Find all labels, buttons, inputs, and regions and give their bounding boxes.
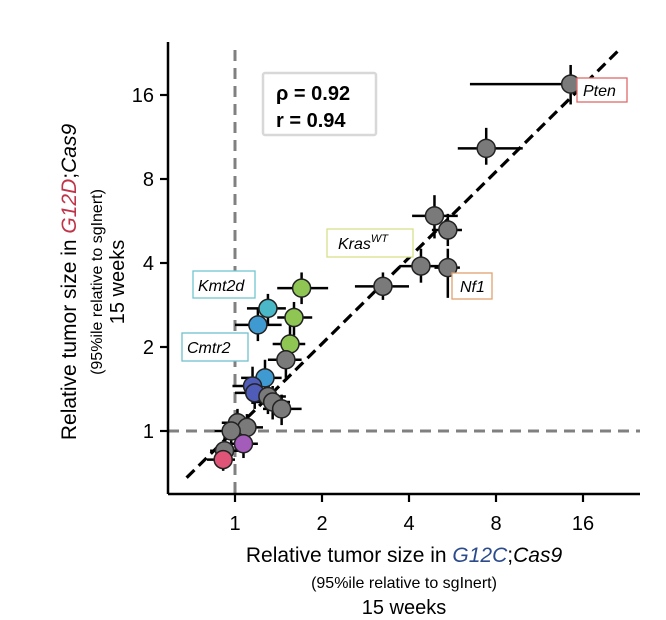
x-ticks: 1 2 4 8 16 — [229, 494, 594, 535]
annotation-nf1-text: Nf1 — [460, 279, 485, 296]
annotation-cmtr2-text: Cmtr2 — [187, 340, 231, 357]
y-label-prefix: Relative tumor size in — [58, 234, 81, 441]
y-axis-label: Relative tumor size in G12D;Cas9 — [58, 124, 81, 441]
annotation-kras-text: KrasWT — [338, 233, 389, 253]
data-point-2 — [424, 206, 445, 226]
annotation-nf1: Nf1 — [451, 272, 493, 300]
y-ticks: 1 2 4 8 16 — [132, 85, 168, 443]
y-label-sep: ; — [58, 173, 81, 179]
data-point-7 — [291, 278, 312, 298]
y-tick-label-1: 2 — [143, 337, 154, 359]
y-axis-sublabel-group: (95%ile relative to sgInert) — [89, 189, 106, 375]
annotation-pten: Pten — [576, 77, 628, 103]
stat-r: r = 0.94 — [276, 110, 346, 132]
x-tick-label-2: 4 — [403, 513, 414, 535]
annotation-pten-text: Pten — [583, 83, 616, 100]
y-label-genotype: G12D — [58, 179, 81, 234]
y-axis-label-group: Relative tumor size in G12D;Cas9 — [58, 124, 81, 441]
data-point-nf1 — [438, 257, 458, 278]
y-tick-label-0: 1 — [143, 421, 154, 443]
y-tick-label-2: 4 — [143, 253, 154, 275]
y-tick-label-3: 8 — [143, 169, 154, 191]
x-tick-label-3: 8 — [490, 513, 501, 535]
data-points — [213, 74, 581, 470]
annotation-cmtr2: Cmtr2 — [181, 332, 249, 362]
fit-line-group — [185, 46, 623, 479]
data-point-kraswt — [373, 276, 393, 297]
x-tick-label-4: 16 — [572, 513, 594, 535]
y-axis-timepoint-group: 15 weeks — [107, 240, 129, 325]
data-point-cmtr2 — [248, 315, 268, 335]
data-point-24 — [213, 449, 233, 470]
annotation-kmt2d-text: Kmt2d — [198, 278, 245, 295]
x-label-sep: ; — [507, 544, 513, 567]
x-axis-sublabel: (95%ile relative to sgInert) — [311, 575, 497, 592]
x-tick-label-0: 1 — [229, 513, 240, 535]
x-label-cas: Cas9 — [513, 544, 562, 567]
annotation-kras: KrasWT — [326, 228, 414, 258]
y-tick-label-4: 16 — [132, 85, 154, 107]
data-point-20 — [237, 417, 257, 438]
annotation-kras-gene: Kras — [338, 236, 371, 253]
x-axis-timepoint: 15 weeks — [362, 597, 447, 619]
stat-rho: ρ = 0.92 — [276, 83, 350, 105]
annotation-kras-sup: WT — [371, 233, 389, 245]
stats-box: ρ = 0.92 r = 0.94 — [261, 71, 378, 137]
x-label-genotype: G12C — [452, 544, 508, 567]
y-axis-timepoint: 15 weeks — [107, 240, 129, 325]
data-point-9 — [284, 307, 304, 328]
fit-line — [185, 46, 623, 479]
x-label-prefix: Relative tumor size in — [246, 544, 453, 567]
data-point-23 — [233, 434, 254, 454]
x-tick-label-1: 2 — [316, 513, 327, 535]
y-axis-sublabel: (95%ile relative to sgInert) — [89, 189, 106, 375]
data-point-kmt2d — [258, 298, 278, 319]
data-point-4 — [411, 256, 431, 276]
data-point-12 — [276, 350, 296, 370]
data-point-1 — [476, 138, 496, 159]
data-point-18 — [271, 399, 292, 419]
data-point-21 — [221, 421, 241, 441]
data-point-3 — [438, 220, 458, 240]
x-axis-label: Relative tumor size in G12C;Cas9 — [246, 544, 563, 567]
y-label-cas: Cas9 — [58, 124, 81, 173]
annotation-kmt2d: Kmt2d — [192, 270, 256, 299]
